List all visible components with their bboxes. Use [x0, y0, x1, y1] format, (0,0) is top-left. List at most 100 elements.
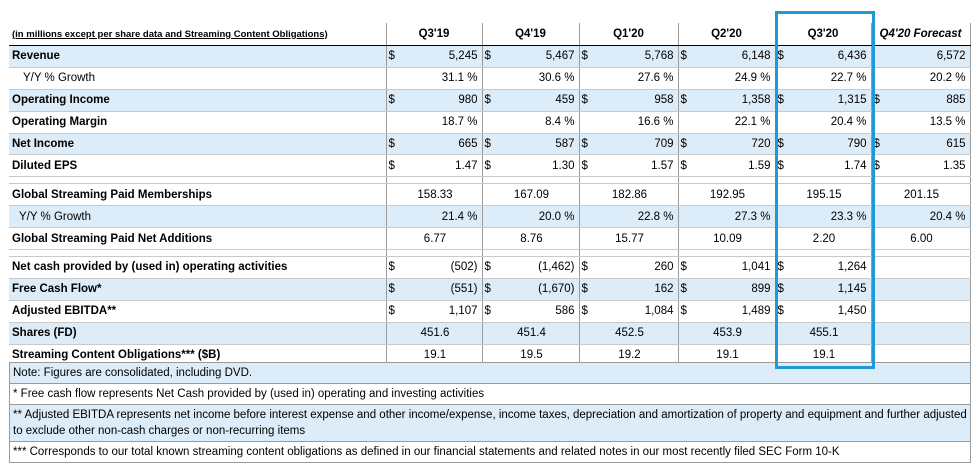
- currency-symbol: $: [578, 89, 596, 112]
- value-cell: 6,436: [792, 45, 872, 68]
- value-cell: 16.6 %: [596, 111, 679, 134]
- currency-symbol: $: [677, 133, 695, 156]
- currency-symbol: [677, 205, 695, 229]
- value-cell: 13.5 %: [888, 111, 971, 134]
- currency-symbol: $: [578, 300, 596, 323]
- value-cell: 451.4: [481, 322, 580, 345]
- row-label: Free Cash Flow*: [9, 278, 387, 301]
- value-cell: 6,148: [695, 45, 776, 68]
- value-cell: 451.6: [385, 322, 483, 345]
- currency-symbol: [870, 300, 888, 323]
- spacer-cell: [481, 176, 499, 185]
- value-cell: 31.1 %: [403, 67, 483, 90]
- value-cell: 15.77: [578, 227, 679, 251]
- row-diluted-eps: Diluted EPS $1.47 $1.30 $1.57 $1.59 $1.74 $1.3…: [9, 154, 971, 178]
- currency-symbol: [870, 111, 888, 134]
- row-label: Revenue: [9, 45, 387, 68]
- value-cell: 2.20: [774, 227, 872, 251]
- currency-symbol: $: [677, 45, 695, 68]
- value-cell: 20.4 %: [888, 205, 971, 229]
- currency-symbol: $: [870, 154, 888, 178]
- value-cell: 1,489: [695, 300, 776, 323]
- row-label: Operating Margin: [9, 111, 387, 134]
- currency-symbol: [677, 67, 695, 90]
- currency-symbol: $: [677, 154, 695, 178]
- currency-symbol: [774, 205, 792, 229]
- value-cell: 790: [792, 133, 872, 156]
- spacer-cell: [695, 176, 776, 185]
- currency-symbol: [774, 67, 792, 90]
- currency-symbol: $: [481, 300, 499, 323]
- value-cell: 958: [596, 89, 679, 112]
- currency-symbol: $: [385, 133, 403, 156]
- value-cell: 1.59: [695, 154, 776, 178]
- currency-symbol: [870, 205, 888, 229]
- spacer-cell: [792, 176, 872, 185]
- row-adjusted-ebitda: Adjusted EBITDA** $1,107 $586 $1,084 $1,489 $…: [9, 300, 971, 323]
- currency-symbol: [870, 278, 888, 301]
- spacer-cell: [385, 249, 403, 258]
- spacer-row: [9, 176, 971, 185]
- spacer-cell: [774, 249, 792, 258]
- currency-symbol: $: [481, 154, 499, 178]
- row-content-obligations: Streaming Content Obligations*** ($B) 19.…: [9, 344, 971, 367]
- spacer-cell: [499, 249, 580, 258]
- value-cell: [870, 322, 971, 345]
- spacer-row: [9, 249, 971, 258]
- currency-symbol: $: [578, 278, 596, 301]
- note-free-cash-flow: * Free cash flow represents Net Cash pro…: [9, 384, 971, 405]
- value-cell: 1,315: [792, 89, 872, 112]
- value-cell: 24.9 %: [695, 67, 776, 90]
- currency-symbol: [385, 205, 403, 229]
- value-cell: 885: [888, 89, 971, 112]
- value-cell: (502): [403, 256, 483, 279]
- row-memberships-growth: Y/Y % Growth 21.4 % 20.0 % 22.8 % 27.3 % 23.3…: [9, 205, 971, 229]
- currency-symbol: [385, 111, 403, 134]
- currency-symbol: $: [578, 154, 596, 178]
- currency-symbol: $: [385, 278, 403, 301]
- row-label: Shares (FD): [9, 322, 387, 345]
- row-free-cash-flow: Free Cash Flow* $ (551) $ (1,670) $162 $899 $1,…: [9, 278, 971, 301]
- footnotes: Note: Figures are consolidated, includin…: [9, 362, 971, 463]
- value-cell: 459: [499, 89, 580, 112]
- spacer-cell: [792, 249, 872, 258]
- value-cell: 1.74: [792, 154, 872, 178]
- spacer-cell: [578, 176, 596, 185]
- value-cell: [888, 300, 971, 323]
- currency-symbol: $: [481, 278, 499, 301]
- currency-symbol: $: [385, 300, 403, 323]
- value-cell: 22.7 %: [792, 67, 872, 90]
- value-cell: [888, 256, 971, 279]
- financial-summary-table: (in millions except per share data and S…: [9, 23, 971, 367]
- note-consolidated: Note: Figures are consolidated, includin…: [9, 362, 971, 384]
- row-paid-memberships: Global Streaming Paid Memberships 158.33 1…: [9, 183, 971, 207]
- value-cell: [888, 278, 971, 301]
- value-cell: 22.8 %: [596, 205, 679, 229]
- currency-symbol: [481, 111, 499, 134]
- row-label: Operating Income: [9, 89, 387, 112]
- spacer-cell: [9, 249, 387, 258]
- currency-symbol: [870, 45, 888, 68]
- value-cell: 10.09: [677, 227, 776, 251]
- value-cell: 30.6 %: [499, 67, 580, 90]
- currency-symbol: $: [481, 133, 499, 156]
- row-label: Diluted EPS: [9, 154, 387, 178]
- value-cell: (1,462): [499, 256, 580, 279]
- spacer-cell: [888, 249, 971, 258]
- spacer-cell: [888, 176, 971, 185]
- currency-symbol: [578, 111, 596, 134]
- value-cell: 5,245: [403, 45, 483, 68]
- spacer-cell: [774, 176, 792, 185]
- spacer-cell: [9, 176, 387, 185]
- value-cell: 6.00: [870, 227, 971, 251]
- currency-symbol: $: [774, 300, 792, 323]
- currency-symbol: $: [578, 133, 596, 156]
- currency-symbol: [774, 111, 792, 134]
- value-cell: (1,670): [499, 278, 580, 301]
- value-cell: 20.2 %: [888, 67, 971, 90]
- spacer-cell: [499, 176, 580, 185]
- currency-symbol: $: [578, 45, 596, 68]
- currency-symbol: $: [774, 154, 792, 178]
- spacer-cell: [403, 176, 483, 185]
- spacer-cell: [677, 249, 695, 258]
